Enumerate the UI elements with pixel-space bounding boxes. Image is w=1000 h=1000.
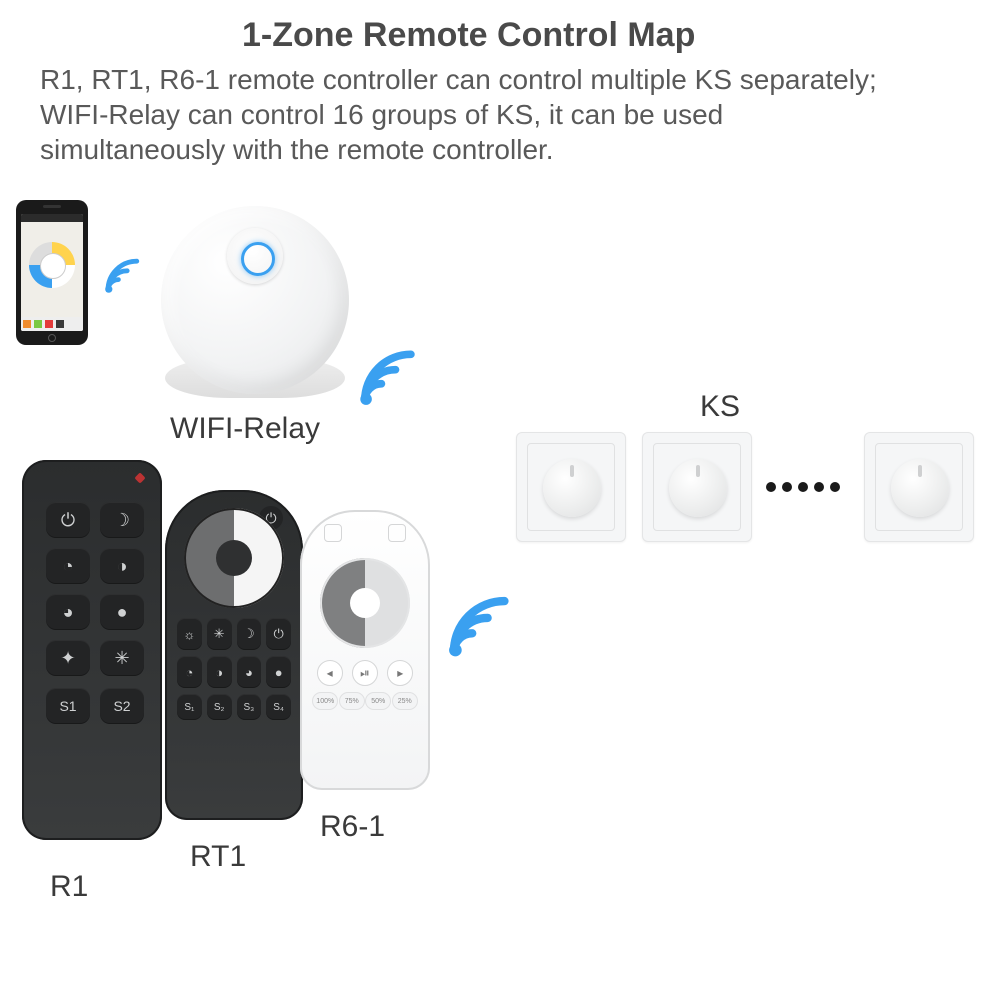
wifi-signal-icon <box>440 592 510 662</box>
remote-r6-1: ◂ ⏯ ▸ 100%75%50%25% <box>300 510 430 790</box>
r1-btn: ◔ <box>46 548 90 584</box>
label-rt1: RT1 <box>190 840 246 874</box>
r1-scene-grid: S1 S2 <box>22 684 162 728</box>
remote-r1: ⏻ ☽ ◔ ◑ ◕ ● ✦ ✳ S1 S2 <box>22 460 162 840</box>
page-title: 1-Zone Remote Control Map <box>242 16 695 55</box>
rt1-btn: ◔ <box>177 656 202 688</box>
r6-pct-btn: 75% <box>339 692 365 710</box>
description: R1, RT1, R6-1 remote controller can cont… <box>40 62 900 167</box>
rt1-row1: ☼✳☽⏻ <box>165 618 303 650</box>
r6-pct-row: 100%75%50%25% <box>312 692 418 710</box>
label-ks: KS <box>700 390 740 424</box>
rt1-touch-ring <box>184 508 284 608</box>
r1-scene-btn: S2 <box>100 688 144 724</box>
rt1-btn: ◕ <box>237 656 262 688</box>
r6-mid-row: ◂ ⏯ ▸ <box>312 660 418 686</box>
label-r6-1: R6-1 <box>320 810 385 844</box>
r1-btn: ● <box>100 594 144 630</box>
r6-btn: ▸ <box>387 660 413 686</box>
r6-save1-icon <box>324 524 342 542</box>
label-r1: R1 <box>50 870 88 904</box>
r1-btn: ✳ <box>100 640 144 676</box>
rt1-btn: ☽ <box>237 618 262 650</box>
r1-btn: ◑ <box>100 548 144 584</box>
r6-touch-ring <box>320 558 410 648</box>
r6-save2-icon <box>388 524 406 542</box>
r1-button-grid: ⏻ ☽ ◔ ◑ ◕ ● ✦ ✳ <box>22 460 162 684</box>
rt1-btn: S₂ <box>207 694 232 720</box>
wifi-signal-icon <box>100 256 140 296</box>
r6-pct-btn: 25% <box>392 692 418 710</box>
r1-btn: ✦ <box>46 640 90 676</box>
r6-pct-btn: 100% <box>312 692 338 710</box>
rt1-btn: ☼ <box>177 618 202 650</box>
r1-scene-btn: S1 <box>46 688 90 724</box>
rt1-row2: ◔◑◕● <box>165 650 303 688</box>
rt1-btn: ⏻ <box>266 618 291 650</box>
ks-wall-knob <box>864 432 974 542</box>
label-wifi-relay: WIFI-Relay <box>170 412 320 446</box>
rt1-btn: ◑ <box>207 656 232 688</box>
r6-pct-btn: 50% <box>365 692 391 710</box>
r6-btn: ⏯ <box>352 660 378 686</box>
rt1-scenes: S₁S₂S₃S₄ <box>165 688 303 720</box>
smartphone <box>16 200 88 345</box>
rt1-btn: ✳ <box>207 618 232 650</box>
rt1-btn: S₄ <box>266 694 291 720</box>
r1-btn: ☽ <box>100 502 144 538</box>
rt1-btn: ● <box>266 656 291 688</box>
r6-btn: ◂ <box>317 660 343 686</box>
rt1-btn: S₁ <box>177 694 202 720</box>
ks-wall-knob <box>642 432 752 542</box>
ks-wall-knob <box>516 432 626 542</box>
phone-bottombar <box>21 317 83 331</box>
r1-btn: ◕ <box>46 594 90 630</box>
wifi-relay-device <box>155 200 355 400</box>
ellipsis-dots <box>766 482 840 492</box>
rt1-btn: S₃ <box>237 694 262 720</box>
r1-btn: ⏻ <box>46 502 90 538</box>
remote-rt1: ⏻ ☼✳☽⏻ ◔◑◕● S₁S₂S₃S₄ <box>165 490 303 820</box>
wifi-signal-icon <box>352 346 416 410</box>
